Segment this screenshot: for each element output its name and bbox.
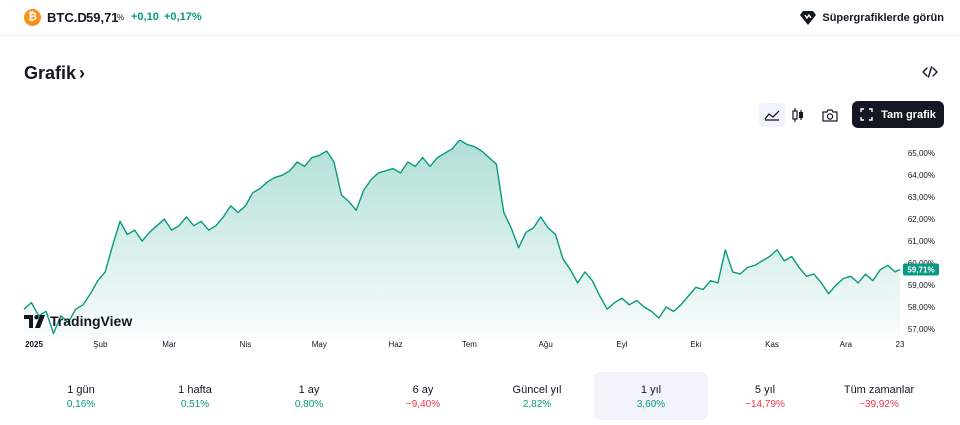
y-axis-tick-label: 64,00% [908, 171, 935, 180]
x-axis-tick-label: Haz [388, 340, 402, 349]
period-change: 0,80% [294, 399, 324, 410]
candles-button[interactable] [785, 103, 811, 127]
chevron-right-icon: › [79, 63, 86, 83]
supercharts-icon [800, 10, 817, 25]
x-axis-tick-label: 23 [896, 340, 905, 349]
period-tab[interactable]: 1 yıl 3,60% [594, 372, 708, 420]
y-axis-tick-label: 61,00% [908, 237, 935, 246]
section-title-text: Grafik [24, 63, 77, 83]
price-change-percent: +0,17% [164, 11, 202, 23]
y-axis-tick-label: 65,00% [908, 149, 935, 158]
period-label: 5 yıl [754, 384, 776, 396]
current-price: 59,71 [86, 10, 119, 25]
period-tab[interactable]: 1 ay 0,80% [252, 372, 366, 420]
symbol-name[interactable]: BTC.D [47, 10, 87, 25]
full-chart-button[interactable]: Tam grafik [852, 101, 944, 128]
chart-series-line [23, 140, 901, 335]
supercharts-label: Süpergrafiklerde görün [822, 11, 944, 24]
area-chart-button[interactable] [759, 103, 785, 127]
chart-area-fill [24, 140, 900, 340]
x-axis-tick-label: Mar [162, 340, 176, 349]
chart-section-title[interactable]: Grafik › [24, 62, 85, 84]
period-label: 1 hafta [178, 384, 212, 396]
last-value-badge [903, 263, 939, 276]
period-label: 1 ay [298, 384, 320, 396]
period-change: 2,82% [522, 399, 552, 410]
x-axis-tick-label: Kas [765, 340, 779, 349]
x-axis-tick-label: Tem [462, 340, 477, 349]
period-tab[interactable]: 5 yıl −14,79% [708, 372, 822, 420]
camera-icon [822, 108, 838, 122]
period-change: 3,60% [636, 399, 666, 410]
x-axis-tick-label: May [312, 340, 327, 349]
y-axis-tick-label: 58,00% [908, 303, 935, 312]
fullscreen-icon [860, 108, 873, 121]
x-axis-tick-label: 2025 [25, 340, 43, 349]
period-label: Güncel yıl [512, 384, 562, 396]
y-axis-tick-label: 63,00% [908, 193, 935, 202]
tradingview-logo-icon [24, 314, 45, 328]
area-chart-icon [764, 110, 780, 121]
candles-icon [792, 108, 803, 122]
period-tab[interactable]: 6 ay −9,40% [366, 372, 480, 420]
period-tab[interactable]: Güncel yıl 2,82% [480, 372, 594, 420]
price-unit: % [117, 13, 125, 22]
period-change: −14,79% [745, 399, 785, 410]
period-tab[interactable]: Tüm zamanlar −39,92% [822, 372, 936, 420]
period-selector: 1 gün 0,16% 1 hafta 0,51% 1 ay 0,80% 6 ay −9,40… [24, 372, 936, 420]
x-axis-tick-label: Eki [690, 340, 701, 349]
bitcoin-icon: ₿ [24, 9, 41, 26]
y-axis-tick-label: 62,00% [908, 215, 935, 224]
embed-code-icon[interactable] [922, 64, 938, 80]
period-change: −39,92% [859, 399, 899, 410]
price-change: +0,10 [131, 11, 159, 23]
x-axis-tick-label: Şub [93, 340, 108, 349]
x-axis-tick-label: Ağu [539, 340, 553, 349]
period-change: −9,40% [405, 399, 441, 410]
supercharts-link[interactable]: Süpergrafiklerde görün [800, 9, 944, 26]
period-change: 0,51% [180, 399, 210, 410]
period-tab[interactable]: 1 hafta 0,51% [138, 372, 252, 420]
full-chart-label: Tam grafik [881, 108, 936, 121]
y-axis-tick-label: 59,00% [908, 281, 935, 290]
period-label: 1 gün [67, 384, 95, 396]
last-value-label: 59,71% [907, 265, 934, 274]
x-axis-tick-label: Eyl [616, 340, 627, 349]
period-label: 1 yıl [640, 384, 662, 396]
symbol-header: ₿ BTC.D 59,71 % +0,10 +0,17% Süpergrafik… [0, 0, 960, 36]
y-axis-tick-label: 57,00% [908, 325, 935, 334]
x-axis-tick-label: Nis [240, 340, 252, 349]
tradingview-wordmark: TradingView [50, 313, 133, 329]
x-axis-tick-label: Ara [840, 340, 853, 349]
period-tab[interactable]: 1 gün 0,16% [24, 372, 138, 420]
period-label: Tüm zamanlar [843, 384, 915, 396]
period-label: 6 ay [412, 384, 434, 396]
period-change: 0,16% [66, 399, 96, 410]
tradingview-logo: TradingView [24, 313, 132, 329]
screenshot-button[interactable] [817, 103, 843, 127]
price-chart[interactable]: 65,00%64,00%63,00%62,00%61,00%60,00%59,0… [0, 140, 960, 355]
